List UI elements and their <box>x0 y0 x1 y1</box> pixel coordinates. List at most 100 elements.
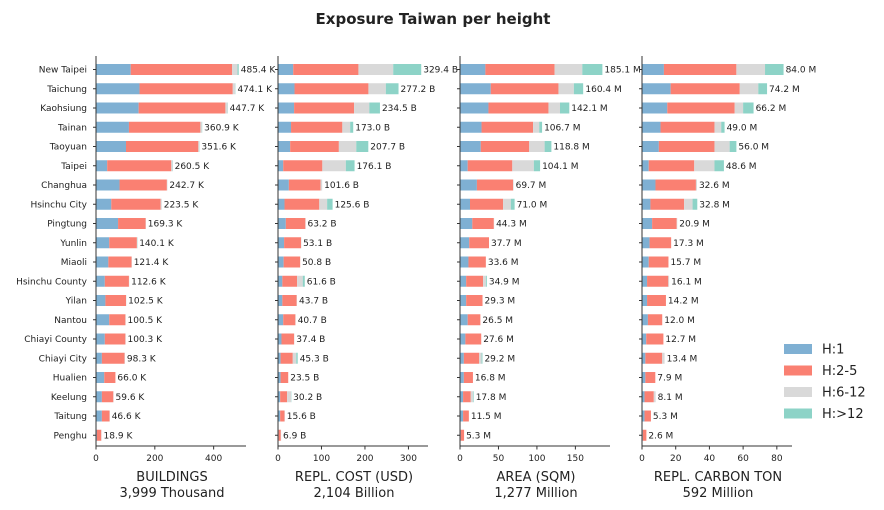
bar-hsinchu-city-h1 <box>460 198 470 210</box>
bar-chiayi-county-h1 <box>642 333 647 345</box>
bar-taichung-h612 <box>232 83 236 95</box>
total-label: 50.8 B <box>302 258 331 268</box>
x-tick-label: 0 <box>639 454 645 464</box>
bar-nantou-h1 <box>278 314 284 326</box>
bar-new-taipei-h25 <box>485 64 555 75</box>
bar-taoyuan-h612 <box>338 141 357 152</box>
y-tick-label: Yilan <box>65 297 87 307</box>
x-axis-label-title: BUILDINGS <box>136 470 207 485</box>
total-label: 207.7 B <box>370 143 405 153</box>
total-label: 474.1 K <box>237 85 273 95</box>
bar-taichung-h1 <box>96 83 140 95</box>
total-label: 8.1 M <box>658 393 683 403</box>
y-tick-label: Penghu <box>54 431 87 441</box>
bar-tainan-h1 <box>96 121 129 133</box>
total-label: 26.5 M <box>482 316 513 326</box>
total-label: 37.4 B <box>296 335 325 345</box>
bar-pingtung-h1 <box>460 218 473 229</box>
legend-swatch-h12 <box>784 408 812 419</box>
total-label: 40.7 B <box>298 316 327 326</box>
bar-chiayi-county-h1 <box>460 333 466 345</box>
bar-chiayi-city-h25 <box>280 352 293 364</box>
x-tick-label: 400 <box>205 454 222 464</box>
bar-new-taipei-h1 <box>96 64 131 75</box>
total-label: 351.6 K <box>201 143 237 153</box>
bar-changhua-h612 <box>513 179 514 191</box>
y-tick-label: Chiayi County <box>24 335 87 345</box>
bar-keelung-h25 <box>101 391 114 403</box>
bar-nantou-h1 <box>460 314 468 326</box>
total-label: 11.5 M <box>471 412 502 422</box>
total-label: 63.2 B <box>307 220 336 230</box>
bar-hsinchu-city-h612 <box>319 198 328 210</box>
bar-keelung-h612 <box>653 391 656 403</box>
bar-changhua-h25 <box>288 179 321 191</box>
total-label: 5.3 M <box>466 431 491 441</box>
bar-yilan-h25 <box>647 295 666 306</box>
y-tick-label: Taoyuan <box>49 143 87 153</box>
legend-swatch-h25 <box>784 365 812 376</box>
bar-changhua-h1 <box>96 179 120 191</box>
bar-pingtung-h25 <box>285 218 306 229</box>
total-label: 23.5 B <box>290 374 319 384</box>
bar-hsinchu-city-h612 <box>503 198 511 210</box>
bar-pingtung-h612 <box>676 218 678 229</box>
total-label: 66.0 K <box>117 374 147 384</box>
bar-yilan-h1 <box>460 295 467 306</box>
total-label: 106.7 M <box>544 123 580 133</box>
bar-taoyuan-h612 <box>198 141 200 152</box>
bar-taoyuan-h1 <box>460 141 481 152</box>
bar-hualien-h25 <box>463 372 473 383</box>
total-label: 12.0 M <box>664 316 695 326</box>
x-tick-label: 60 <box>737 454 749 464</box>
bar-miaoli-h25 <box>283 256 301 268</box>
bar-chiayi-city-h612 <box>479 352 482 364</box>
total-label: 66.2 M <box>756 104 787 114</box>
bar-taipei-h612 <box>694 160 715 172</box>
bar-taipei-h612 <box>512 160 534 172</box>
bar-kaohsiung-h1 <box>278 102 295 114</box>
legend-label: H:1 <box>822 343 844 358</box>
total-label: 6.9 B <box>283 431 306 441</box>
bar-nantou-h1 <box>642 314 648 326</box>
bar-taoyuan-h1 <box>278 141 291 152</box>
total-label: 18.9 K <box>104 431 134 441</box>
legend-swatch-h612 <box>784 387 812 397</box>
total-label: 223.5 K <box>164 200 200 210</box>
bar-kaohsiung-h1 <box>460 102 489 114</box>
panel-1: 485.4 K 474.1 K 447.7 K 360.9 K 351.6 K 260.5… <box>16 56 276 501</box>
bar-changhua-h612 <box>695 179 697 191</box>
bar-yunlin-h25 <box>284 237 302 249</box>
bar-yunlin-h1 <box>96 237 110 249</box>
bar-tainan-h1 <box>642 121 661 133</box>
total-label: 125.6 B <box>335 200 370 210</box>
total-label: 14.2 M <box>668 297 699 307</box>
bar-miaoli-h1 <box>96 256 109 268</box>
bar-new-taipei-h612 <box>736 64 766 75</box>
bar-hsinchu-city-h12 <box>510 198 515 210</box>
bar-hualien-h25 <box>104 372 116 383</box>
y-tick-label: Changhua <box>41 181 87 191</box>
bar-hualien-h1 <box>642 372 646 383</box>
bar-penghu-h25 <box>460 429 465 441</box>
total-label: 61.6 B <box>307 277 336 287</box>
bar-yunlin-h1 <box>460 237 470 249</box>
total-label: 56.0 M <box>738 143 769 153</box>
bar-hsinchu-city-h25 <box>650 198 685 210</box>
y-tick-label: Taitung <box>53 412 87 422</box>
bar-taichung-h25 <box>490 83 559 95</box>
bar-yunlin-h25 <box>469 237 489 249</box>
y-tick-label: Miaoli <box>61 258 87 268</box>
bar-taoyuan-h25 <box>658 141 715 152</box>
bar-miaoli-h25 <box>108 256 132 268</box>
total-label: 447.7 K <box>230 104 266 114</box>
bar-taoyuan-h12 <box>544 141 552 152</box>
bar-taitung-h1 <box>278 410 281 422</box>
bar-taitung-h1 <box>642 410 645 422</box>
total-label: 140.1 K <box>139 239 175 249</box>
bar-taoyuan-h12 <box>729 141 737 152</box>
bar-chiayi-city-h25 <box>101 352 125 364</box>
total-label: 29.3 M <box>485 297 516 307</box>
bar-miaoli-h25 <box>468 256 486 268</box>
bar-yunlin-h1 <box>278 237 285 249</box>
